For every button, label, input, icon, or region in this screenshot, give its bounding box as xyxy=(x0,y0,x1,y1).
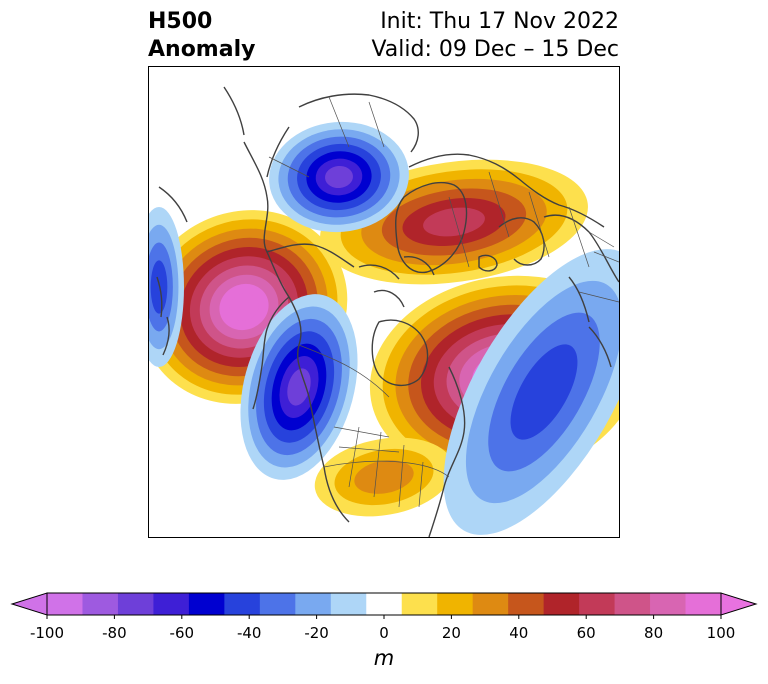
contour-level xyxy=(287,368,311,406)
chart-title-right: Init: Thu 17 Nov 2022 Valid: 09 Dec – 15… xyxy=(371,8,619,64)
colorbar-swatch xyxy=(508,593,545,615)
colorbar-swatch xyxy=(47,593,83,615)
colorbar-tick-label: 100 xyxy=(706,624,736,642)
coastlines xyxy=(156,86,619,537)
trough-anomaly xyxy=(269,121,409,233)
colorbar-swatch xyxy=(330,593,367,615)
political-borders xyxy=(268,96,619,508)
colorbar-swatch xyxy=(366,593,403,615)
colorbar-swatch xyxy=(472,593,509,615)
colorbar-swatch xyxy=(295,593,332,615)
colorbar-tick-label: 20 xyxy=(441,624,461,642)
colorbar-swatch xyxy=(117,593,154,615)
title-line2: Anomaly xyxy=(148,37,256,62)
contour-level xyxy=(229,293,259,321)
contour-level xyxy=(354,460,414,494)
colorbar-swatch xyxy=(543,593,580,615)
colorbar-tick-label: -60 xyxy=(169,624,195,642)
colorbar-tick-label: -20 xyxy=(304,624,329,642)
init-date: Init: Thu 17 Nov 2022 xyxy=(380,9,619,34)
colorbar-tick-label: -80 xyxy=(102,624,127,642)
colorbar-swatch xyxy=(685,593,722,615)
colorbar-swatch xyxy=(82,593,119,615)
colorbar xyxy=(10,592,758,619)
colorbar-tick-label: 60 xyxy=(576,624,596,642)
colorbar-swatch xyxy=(188,593,225,615)
trough-anomaly xyxy=(443,249,619,535)
title-line1: H500 xyxy=(148,9,213,34)
contour-level xyxy=(510,344,578,440)
colorbar-swatch xyxy=(579,593,616,615)
colorbar-tick-label: -100 xyxy=(29,624,65,642)
colorbar-swatch xyxy=(259,593,296,615)
colorbar-tick-label: 40 xyxy=(509,624,529,642)
trough-anomaly xyxy=(240,294,358,480)
anomaly-map-svg xyxy=(149,86,619,537)
colorbar-swatch xyxy=(437,593,474,615)
colorbar-swatch xyxy=(224,593,261,615)
colorbar-unit-label: m xyxy=(373,646,395,670)
colorbar-tick-label: 0 xyxy=(379,624,389,642)
ridge-anomaly xyxy=(320,159,588,285)
contour-level xyxy=(423,207,485,237)
contour-level xyxy=(325,165,353,189)
trough-anomaly xyxy=(149,207,184,367)
contour-level xyxy=(150,260,168,314)
colorbar-tick-label: -40 xyxy=(236,624,262,642)
colorbar-extend-max xyxy=(720,592,758,616)
anomaly-map xyxy=(148,66,620,538)
colorbar-extend-min xyxy=(10,592,48,616)
chart-title-left: H500 Anomaly xyxy=(148,8,255,64)
colorbar-swatch xyxy=(614,593,651,615)
colorbar-swatch xyxy=(650,593,687,615)
colorbar-swatch xyxy=(401,593,438,615)
colorbar-swatch xyxy=(153,593,190,615)
colorbar-tick-label: 80 xyxy=(644,624,664,642)
valid-date-range: Valid: 09 Dec – 15 Dec xyxy=(371,37,619,62)
